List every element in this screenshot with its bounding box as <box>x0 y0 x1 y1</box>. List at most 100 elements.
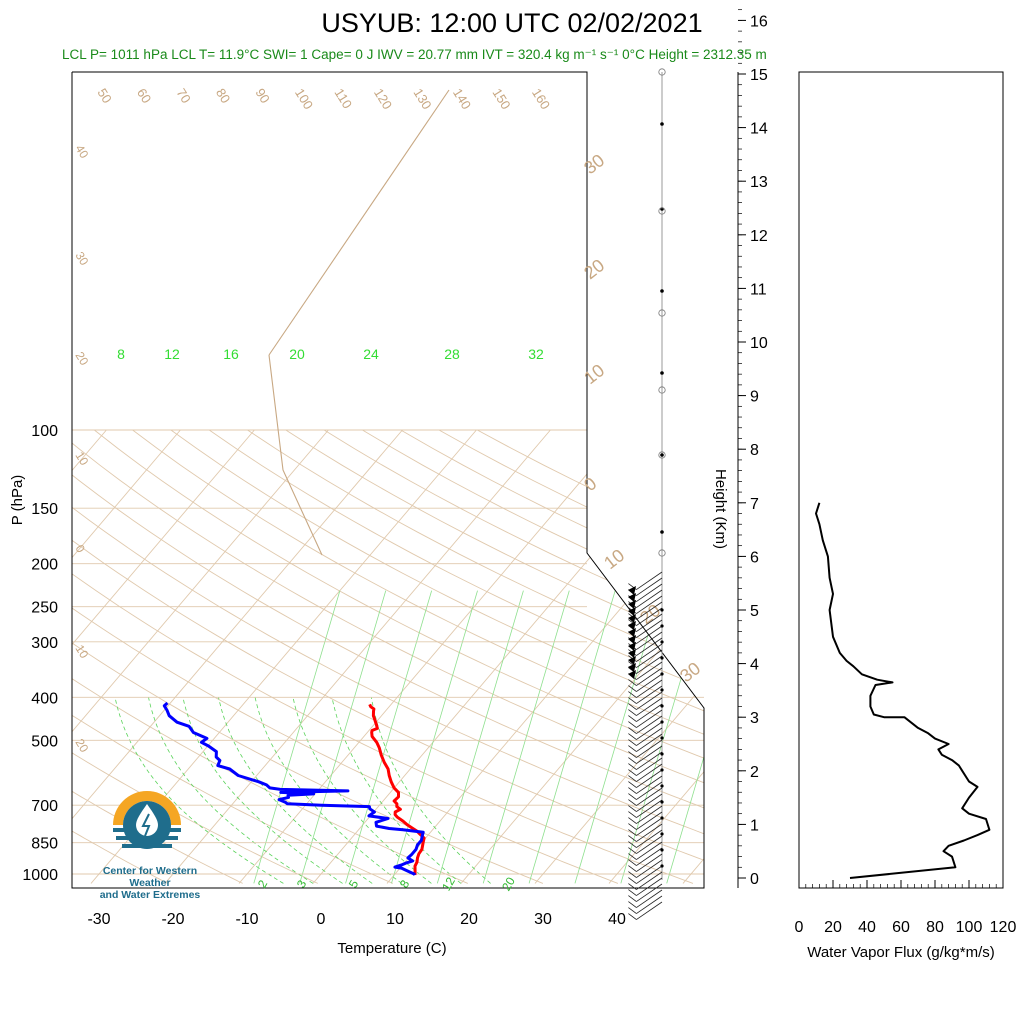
wind-barb <box>636 781 663 800</box>
wind-barb-flag <box>628 889 637 896</box>
mixing-ratio-label: 28 <box>444 346 460 362</box>
wind-barb-flag <box>628 745 637 752</box>
wind-barb-flag <box>628 721 637 728</box>
wind-barb <box>636 715 663 734</box>
moist-adiabat-line <box>182 697 343 884</box>
mixing-ratio-label: 16 <box>223 346 239 362</box>
wind-pennant <box>628 663 636 672</box>
isotherm-label-left: 20 <box>72 736 91 755</box>
wind-barb-flag <box>628 859 637 866</box>
isotherm-line <box>164 429 551 884</box>
wind-barb <box>636 721 663 740</box>
mixing-ratio-line <box>574 590 662 884</box>
wind-barb-flag <box>628 805 637 812</box>
wind-barb <box>636 661 663 680</box>
cw3e-logo <box>113 791 181 849</box>
wind-barb <box>636 745 663 764</box>
moist-adiabat-line <box>371 697 491 884</box>
wind-barb <box>636 637 663 656</box>
moist-adiabat-line <box>218 697 373 884</box>
wind-dot <box>660 624 664 628</box>
mixing-ratio-line <box>253 590 341 884</box>
wind-dot <box>660 122 664 126</box>
wind-barb <box>636 583 663 602</box>
wind-barb <box>636 685 663 704</box>
wind-barb-flag <box>628 697 637 704</box>
height-tick-label: 11 <box>750 281 767 298</box>
dry-adiabat-label: 70 <box>173 86 193 106</box>
height-tick-label: 9 <box>750 389 759 406</box>
wind-barb-flag <box>628 739 637 746</box>
wind-barb-flag <box>628 775 637 782</box>
wind-barb <box>636 877 663 896</box>
wind-barb-flag <box>628 727 637 734</box>
isotherm-label-left: 20 <box>72 349 91 368</box>
dry-adiabat-line <box>72 429 544 884</box>
wind-barb-flag <box>628 679 637 686</box>
wind-barb <box>636 751 663 770</box>
wind-barb <box>636 805 663 824</box>
logo-caption-line1: Center for Western Weather <box>102 865 198 889</box>
wind-barb-flag <box>628 691 637 698</box>
wind-dot <box>660 864 664 868</box>
wind-barb <box>636 901 663 920</box>
logo-caption: Center for Western Weather and Water Ext… <box>90 865 210 901</box>
mixing-ratio-line <box>482 590 570 884</box>
wind-barb <box>636 691 663 710</box>
wind-barb <box>636 697 663 716</box>
chart-subtitle: LCL P= 1011 hPa LCL T= 11.9°C SWI= 1 Cap… <box>62 47 767 62</box>
mixing-ratio-line <box>666 590 704 884</box>
wind-dot <box>660 800 664 804</box>
isotherm-line <box>72 429 255 884</box>
wind-barb <box>636 793 663 812</box>
isotherm-line <box>460 429 704 884</box>
y-axis-label: P (hPa) <box>9 475 26 526</box>
wind-dot <box>660 640 664 644</box>
wind-dot <box>660 608 664 612</box>
dry-adiabat-line <box>170 429 704 884</box>
dry-adiabat-label: 150 <box>489 86 513 112</box>
isotherm-line <box>608 429 704 884</box>
height-tick-label: 3 <box>750 710 759 727</box>
isotherm-label-right: 20 <box>580 255 608 283</box>
chart-title: USYUB: 12:00 UTC 02/02/2021 <box>321 8 703 38</box>
dry-adiabat-line <box>72 429 704 884</box>
wind-pennant <box>628 642 636 651</box>
wind-pennant <box>628 593 636 602</box>
wind-barb-flag <box>628 793 637 800</box>
mixing-ratio-label: 24 <box>363 346 379 362</box>
plot-frame <box>71 71 705 889</box>
dry-adiabat-label: 120 <box>371 86 395 112</box>
wind-barb-flag <box>628 865 637 872</box>
dry-adiabat-line <box>323 429 704 884</box>
wind-barb-flag <box>628 685 637 692</box>
wind-barb <box>636 625 663 644</box>
wind-barb-flag <box>628 895 637 902</box>
dry-adiabat-label: 90 <box>252 86 272 106</box>
wind-dot <box>660 688 664 692</box>
isotherm-label-left: 0 <box>72 542 88 555</box>
wind-barb <box>636 667 663 686</box>
flux-tick-label: 100 <box>956 919 983 936</box>
wind-barb <box>636 733 663 752</box>
mixing-ratio-label: 12 <box>164 346 180 362</box>
dry-adiabat-line <box>208 429 704 884</box>
dry-adiabat-line <box>72 429 704 884</box>
calm-circle <box>658 68 666 76</box>
dry-adiabat-line <box>72 429 243 884</box>
height-tick-label: 6 <box>750 549 759 566</box>
wind-barb <box>636 613 663 632</box>
wind-dot <box>660 704 664 708</box>
dry-adiabat-label: 100 <box>292 86 316 112</box>
parcel-line-upper <box>268 89 450 356</box>
wind-barb <box>636 571 663 590</box>
mixing-ratio-label: 8 <box>117 346 125 362</box>
isotherm-label-right: 30 <box>580 150 608 178</box>
flux-tick-label: 40 <box>858 919 876 936</box>
temperature-tick-label: 30 <box>534 911 552 928</box>
pressure-tick-label: 300 <box>31 635 58 652</box>
wind-barb <box>636 763 663 782</box>
moist-adiabat-line <box>114 697 284 884</box>
wind-dot <box>660 816 664 820</box>
